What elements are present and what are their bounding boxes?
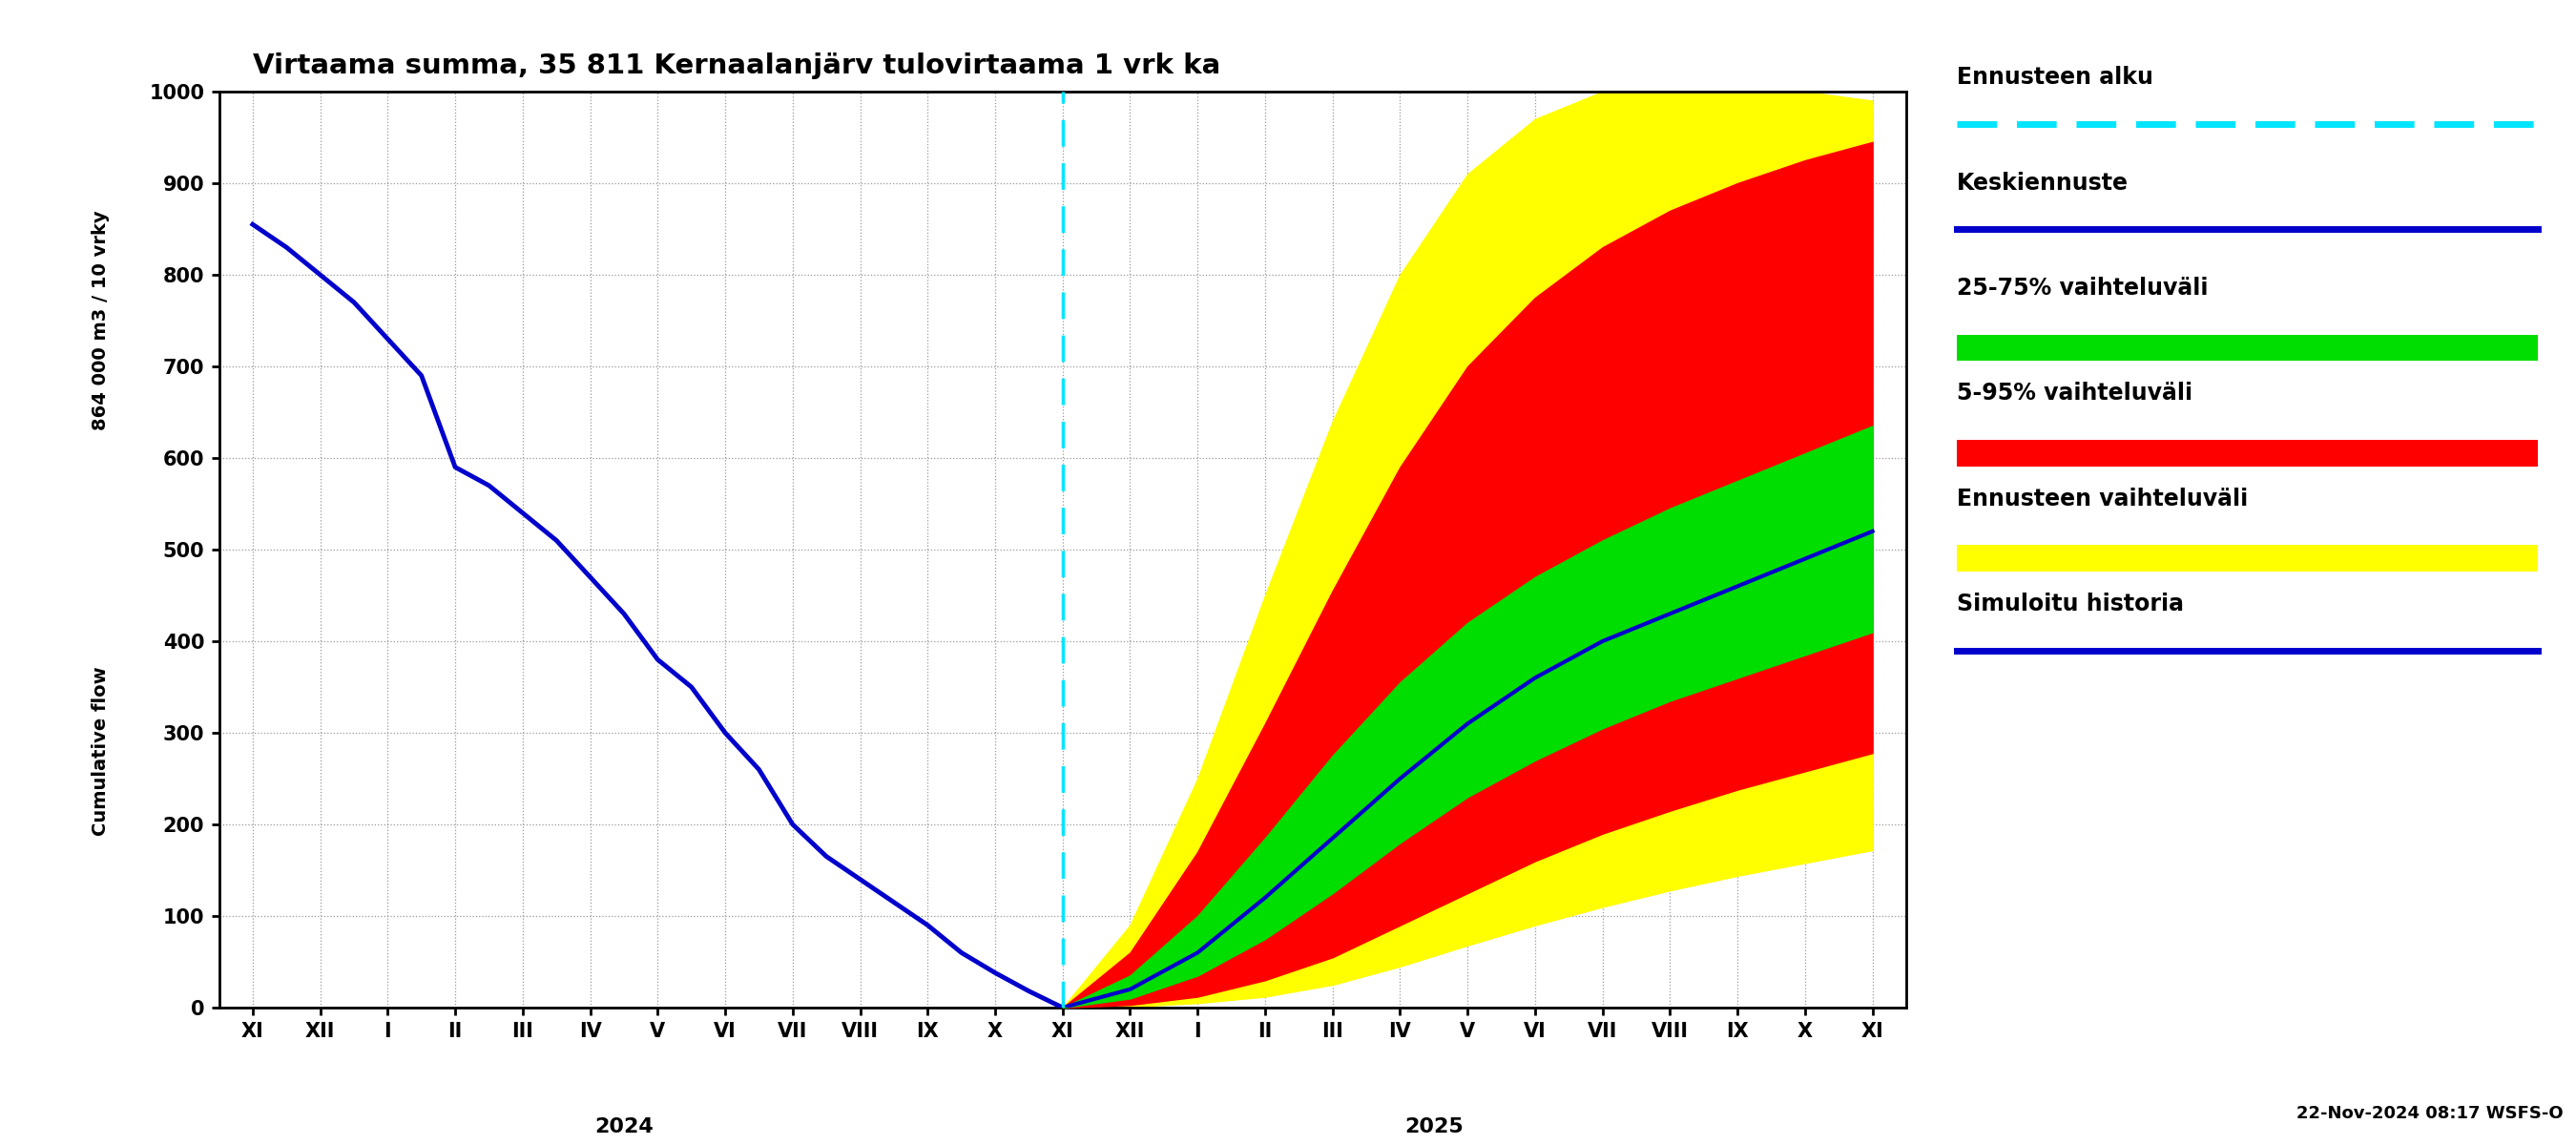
Text: Simuloitu historia: Simuloitu historia — [1958, 593, 2184, 616]
Bar — [1958, 545, 2537, 571]
Text: 22-Nov-2024 08:17 WSFS-O: 22-Nov-2024 08:17 WSFS-O — [2295, 1105, 2563, 1122]
Bar — [1958, 440, 2537, 466]
Text: Virtaama summa, 35 811 Kernaalanjärv tulovirtaama 1 vrk ka: Virtaama summa, 35 811 Kernaalanjärv tul… — [252, 52, 1221, 79]
Text: Ennusteen vaihteluväli: Ennusteen vaihteluväli — [1958, 488, 2249, 511]
Text: 2025: 2025 — [1404, 1118, 1463, 1137]
Text: 25-75% vaihteluväli: 25-75% vaihteluväli — [1958, 277, 2208, 300]
Text: 5-95% vaihteluväli: 5-95% vaihteluväli — [1958, 382, 2192, 405]
Text: 864 000 m3 / 10 vrky: 864 000 m3 / 10 vrky — [93, 211, 111, 431]
Text: Cumulative flow: Cumulative flow — [93, 666, 111, 836]
Text: Ennusteen alku: Ennusteen alku — [1958, 66, 2154, 89]
Bar — [1958, 334, 2537, 361]
Text: Keskiennuste: Keskiennuste — [1958, 172, 2128, 195]
Text: 2024: 2024 — [595, 1118, 654, 1137]
